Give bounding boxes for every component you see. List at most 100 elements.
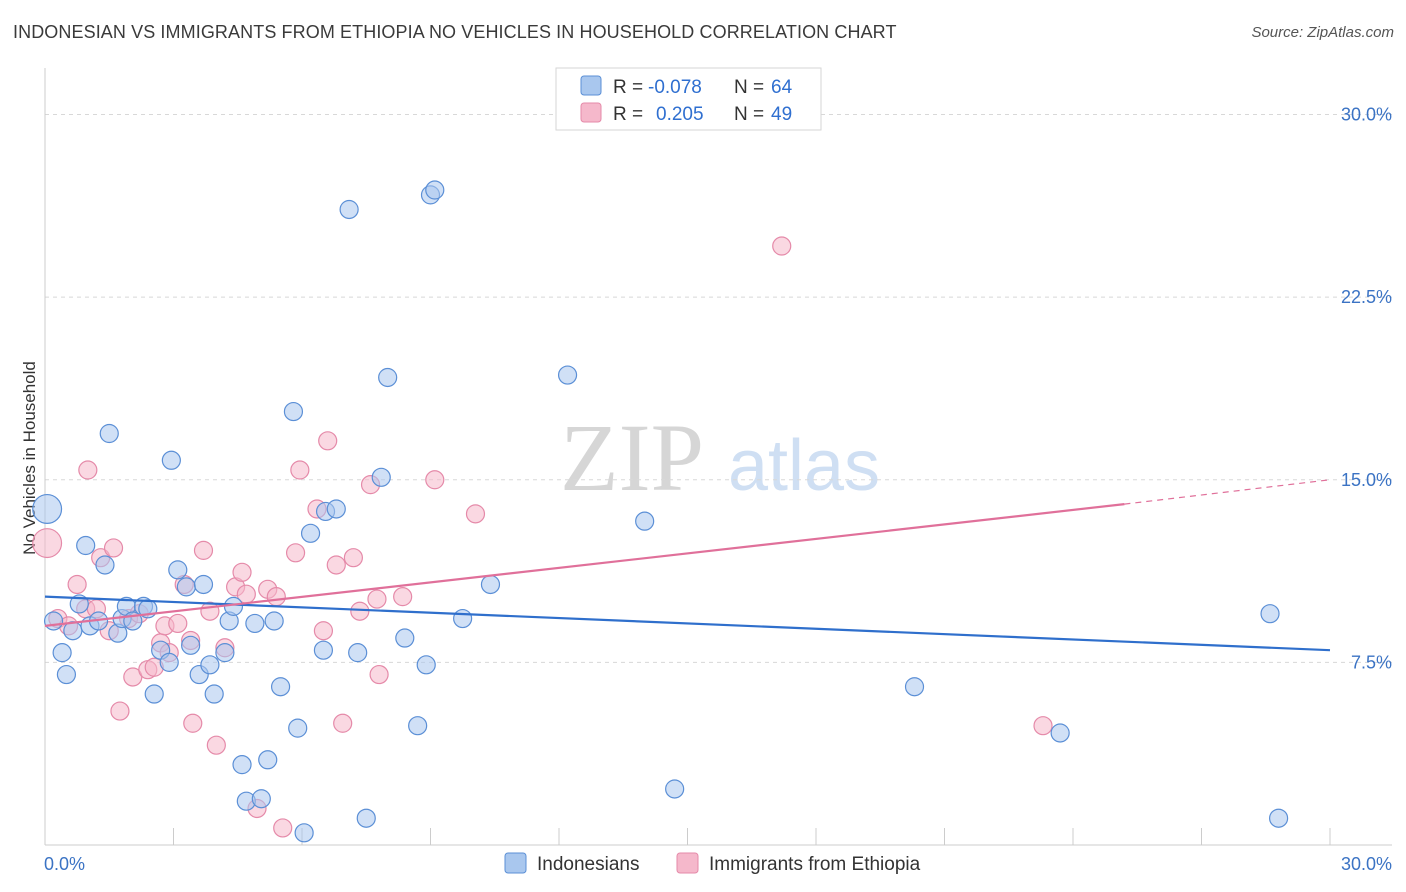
- data-point: [32, 493, 63, 524]
- data-point: [193, 574, 214, 595]
- gridlines: [45, 114, 1392, 663]
- legend-r-value-1: -0.078: [648, 77, 702, 98]
- data-point: [251, 789, 271, 809]
- chart-title: INDONESIAN VS IMMIGRANTS FROM ETHIOPIA N…: [13, 22, 897, 42]
- data-point: [395, 628, 415, 648]
- watermark-atlas: atlas: [728, 426, 880, 506]
- y-tick-label: 30.0%: [1341, 105, 1392, 125]
- data-point: [52, 643, 72, 663]
- data-point: [408, 716, 428, 736]
- data-point: [772, 236, 792, 256]
- data-point: [76, 535, 96, 556]
- data-point: [393, 587, 413, 607]
- watermark-zip: ZIP: [560, 404, 704, 511]
- data-point: [43, 611, 64, 631]
- data-point: [378, 367, 398, 388]
- data-point: [1260, 604, 1280, 624]
- watermark: ZIP atlas: [560, 404, 880, 511]
- bottom-legend-label-indonesians: Indonesians: [537, 854, 639, 875]
- data-point: [326, 499, 346, 519]
- data-point: [159, 652, 179, 672]
- data-point: [193, 540, 214, 560]
- data-point: [110, 701, 130, 721]
- y-tick-label: 7.5%: [1351, 652, 1392, 672]
- x-ticks: [173, 828, 1331, 845]
- data-point: [95, 555, 115, 575]
- data-point: [232, 755, 252, 775]
- data-point: [425, 180, 445, 200]
- bottom-legend-label-ethiopia: Immigrants from Ethiopia: [709, 854, 921, 875]
- data-point: [215, 643, 235, 663]
- trend-line-ethiopia-extension: [1124, 479, 1331, 505]
- data-point: [181, 635, 201, 655]
- data-point: [1033, 716, 1053, 736]
- data-point: [32, 528, 63, 559]
- legend-n-label-1: N =: [734, 77, 764, 98]
- axes: [44, 68, 1392, 846]
- data-point: [273, 818, 293, 838]
- data-point: [245, 613, 265, 634]
- data-point: [290, 460, 310, 480]
- data-point: [318, 431, 338, 451]
- source-label: Source: ZipAtlas.com: [1251, 24, 1394, 41]
- data-point: [367, 589, 387, 609]
- data-point: [465, 504, 486, 524]
- data-point: [294, 823, 314, 843]
- legend-r-label-2: R =: [613, 104, 643, 125]
- data-point: [176, 577, 196, 597]
- data-point: [425, 470, 445, 490]
- legend-swatch-indonesians: [580, 75, 602, 96]
- legend-n-value-1: 64: [771, 77, 793, 98]
- trend-line-ethiopia: [44, 503, 1125, 627]
- data-point: [300, 523, 321, 543]
- data-point: [369, 664, 389, 685]
- data-point: [270, 677, 291, 697]
- series-ethiopia-points: [32, 236, 1053, 838]
- data-point: [665, 779, 685, 799]
- data-point: [69, 594, 89, 614]
- data-point: [168, 560, 188, 580]
- data-point: [103, 538, 124, 558]
- data-point: [168, 613, 188, 634]
- data-point: [348, 643, 368, 663]
- data-point: [266, 587, 286, 607]
- y-tick-label: 15.0%: [1341, 470, 1392, 490]
- legend-n-value-2: 49: [771, 104, 792, 125]
- data-point: [285, 543, 306, 563]
- data-point: [343, 548, 363, 568]
- bottom-legend: Indonesians Immigrants from Ethiopia: [504, 852, 921, 875]
- x-tick-label-min: 0.0%: [44, 854, 85, 874]
- legend-swatch-ethiopia: [580, 102, 602, 123]
- data-point: [333, 713, 353, 733]
- y-axis-label: No Vehicles in Household: [20, 361, 39, 555]
- data-point: [56, 664, 77, 685]
- data-point: [264, 611, 284, 631]
- data-point: [416, 655, 436, 675]
- data-point: [339, 199, 359, 220]
- legend-n-label-2: N =: [734, 104, 764, 125]
- data-point: [1050, 723, 1070, 743]
- data-point: [78, 460, 98, 480]
- trend-line-indonesians: [44, 595, 1331, 652]
- data-point: [904, 677, 925, 697]
- data-point: [283, 401, 304, 422]
- data-point: [99, 423, 119, 444]
- data-point: [326, 555, 346, 575]
- data-point: [313, 640, 334, 660]
- data-point: [453, 608, 473, 629]
- data-point: [480, 574, 501, 595]
- legend-r-value-2: 0.205: [656, 104, 704, 125]
- data-point: [161, 450, 181, 470]
- data-point: [356, 808, 376, 828]
- bottom-legend-swatch-indonesians: [504, 852, 527, 874]
- x-tick-label-max: 30.0%: [1341, 854, 1392, 874]
- data-point: [183, 713, 203, 733]
- trend-lines: [44, 479, 1331, 652]
- y-tick-labels: 7.5% 15.0% 22.5% 30.0%: [1341, 105, 1392, 673]
- data-point: [313, 621, 334, 641]
- data-point: [1268, 808, 1289, 828]
- data-point: [371, 467, 391, 487]
- data-point: [635, 511, 655, 531]
- data-point: [206, 735, 226, 755]
